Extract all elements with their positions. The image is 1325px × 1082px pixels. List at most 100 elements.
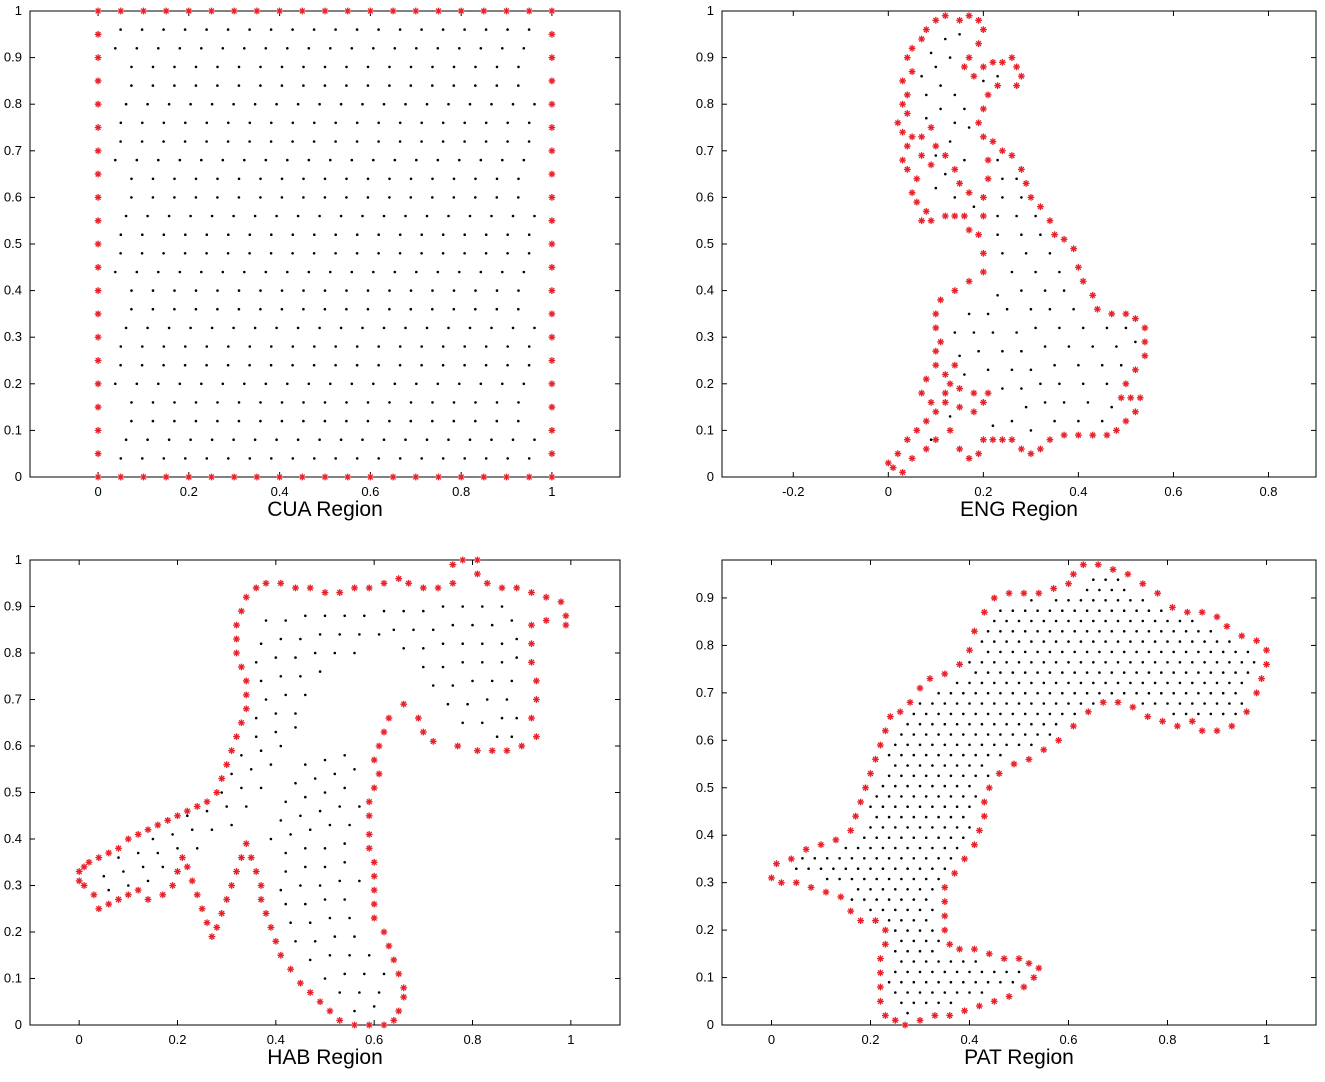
interior-point	[388, 307, 391, 311]
boundary-point	[287, 965, 294, 973]
interior-point	[415, 270, 418, 274]
interior-point	[1011, 650, 1015, 654]
interior-point	[495, 65, 499, 69]
interior-point	[107, 888, 110, 892]
boundary-point	[140, 7, 147, 15]
interior-point	[1166, 640, 1169, 643]
interior-point	[355, 363, 359, 367]
interior-point	[194, 289, 198, 292]
boundary-point	[370, 872, 378, 880]
interior-point	[1030, 722, 1033, 726]
interior-point	[937, 753, 940, 757]
interior-point	[279, 888, 283, 892]
interior-point	[1246, 650, 1250, 654]
interior-point	[1072, 307, 1075, 311]
interior-point	[986, 650, 990, 654]
interior-point	[931, 908, 934, 912]
interior-point	[167, 438, 171, 442]
boundary-point	[1018, 166, 1025, 173]
boundary-point	[899, 100, 906, 108]
boundary-point	[548, 450, 556, 458]
interior-point	[500, 661, 504, 664]
boundary-point	[400, 700, 408, 708]
interior-point	[436, 158, 440, 162]
interior-point	[184, 345, 187, 348]
boundary-point	[449, 579, 457, 587]
interior-point	[522, 382, 526, 386]
plot-frame	[721, 559, 1317, 1026]
boundary-point	[1000, 955, 1008, 962]
interior-point	[237, 419, 241, 423]
interior-point	[1030, 619, 1033, 623]
boundary-point	[267, 924, 275, 931]
interior-point	[974, 691, 977, 695]
interior-point	[304, 763, 307, 766]
interior-point	[949, 980, 953, 984]
interior-point	[308, 921, 312, 924]
boundary-point	[956, 385, 963, 392]
interior-point	[918, 908, 922, 912]
boundary-point	[140, 473, 147, 481]
interior-point	[130, 196, 133, 199]
interior-point	[361, 102, 364, 106]
interior-point	[280, 401, 284, 404]
interior-point	[1104, 661, 1107, 664]
interior-point	[1042, 640, 1046, 643]
boundary-point	[474, 747, 481, 755]
y-tick-label: 0.8	[4, 96, 22, 111]
interior-point	[968, 764, 971, 767]
interior-point	[506, 252, 509, 255]
interior-point	[237, 401, 241, 404]
boundary-point	[946, 940, 954, 948]
interior-point	[490, 679, 494, 683]
boundary-point	[941, 912, 949, 920]
interior-point	[481, 605, 484, 608]
interior-point	[253, 438, 257, 442]
interior-point	[1191, 640, 1194, 643]
interior-point	[501, 158, 504, 162]
interior-point	[313, 777, 317, 780]
interior-point	[221, 270, 225, 274]
boundary-point	[1154, 589, 1161, 597]
interior-point	[141, 345, 144, 348]
boundary-point	[94, 100, 102, 108]
interior-point	[130, 177, 133, 181]
boundary-point	[882, 926, 889, 934]
interior-point	[279, 675, 283, 678]
boundary-point	[230, 7, 238, 15]
interior-point	[468, 326, 472, 330]
interior-point	[875, 795, 878, 798]
boundary-point	[975, 119, 982, 127]
interior-point	[366, 65, 370, 69]
y-tick-label: 0.1	[4, 971, 22, 986]
boundary-point	[525, 7, 533, 15]
interior-point	[280, 84, 284, 87]
boundary-point	[922, 26, 930, 33]
boundary-point	[927, 124, 935, 131]
interior-point	[962, 795, 965, 798]
interior-point	[205, 140, 208, 143]
interior-point	[1034, 214, 1037, 218]
interior-point	[259, 65, 262, 69]
boundary-point	[901, 1021, 909, 1029]
interior-point	[461, 661, 465, 664]
interior-point	[274, 730, 278, 734]
interior-point	[156, 851, 160, 855]
boundary-point	[882, 1012, 889, 1019]
interior-point	[461, 642, 465, 645]
interior-point	[291, 140, 294, 143]
interior-point	[334, 457, 338, 460]
interior-point	[190, 828, 194, 831]
interior-point	[522, 47, 526, 50]
interior-point	[269, 763, 273, 766]
boundary-point	[326, 1007, 334, 1015]
interior-point	[974, 733, 977, 736]
interior-point	[280, 289, 284, 292]
interior-point	[248, 140, 251, 143]
interior-point	[254, 716, 258, 720]
interior-point	[1011, 980, 1015, 984]
interior-point	[447, 438, 450, 442]
interior-point	[1172, 630, 1175, 633]
interior-point	[248, 345, 252, 348]
